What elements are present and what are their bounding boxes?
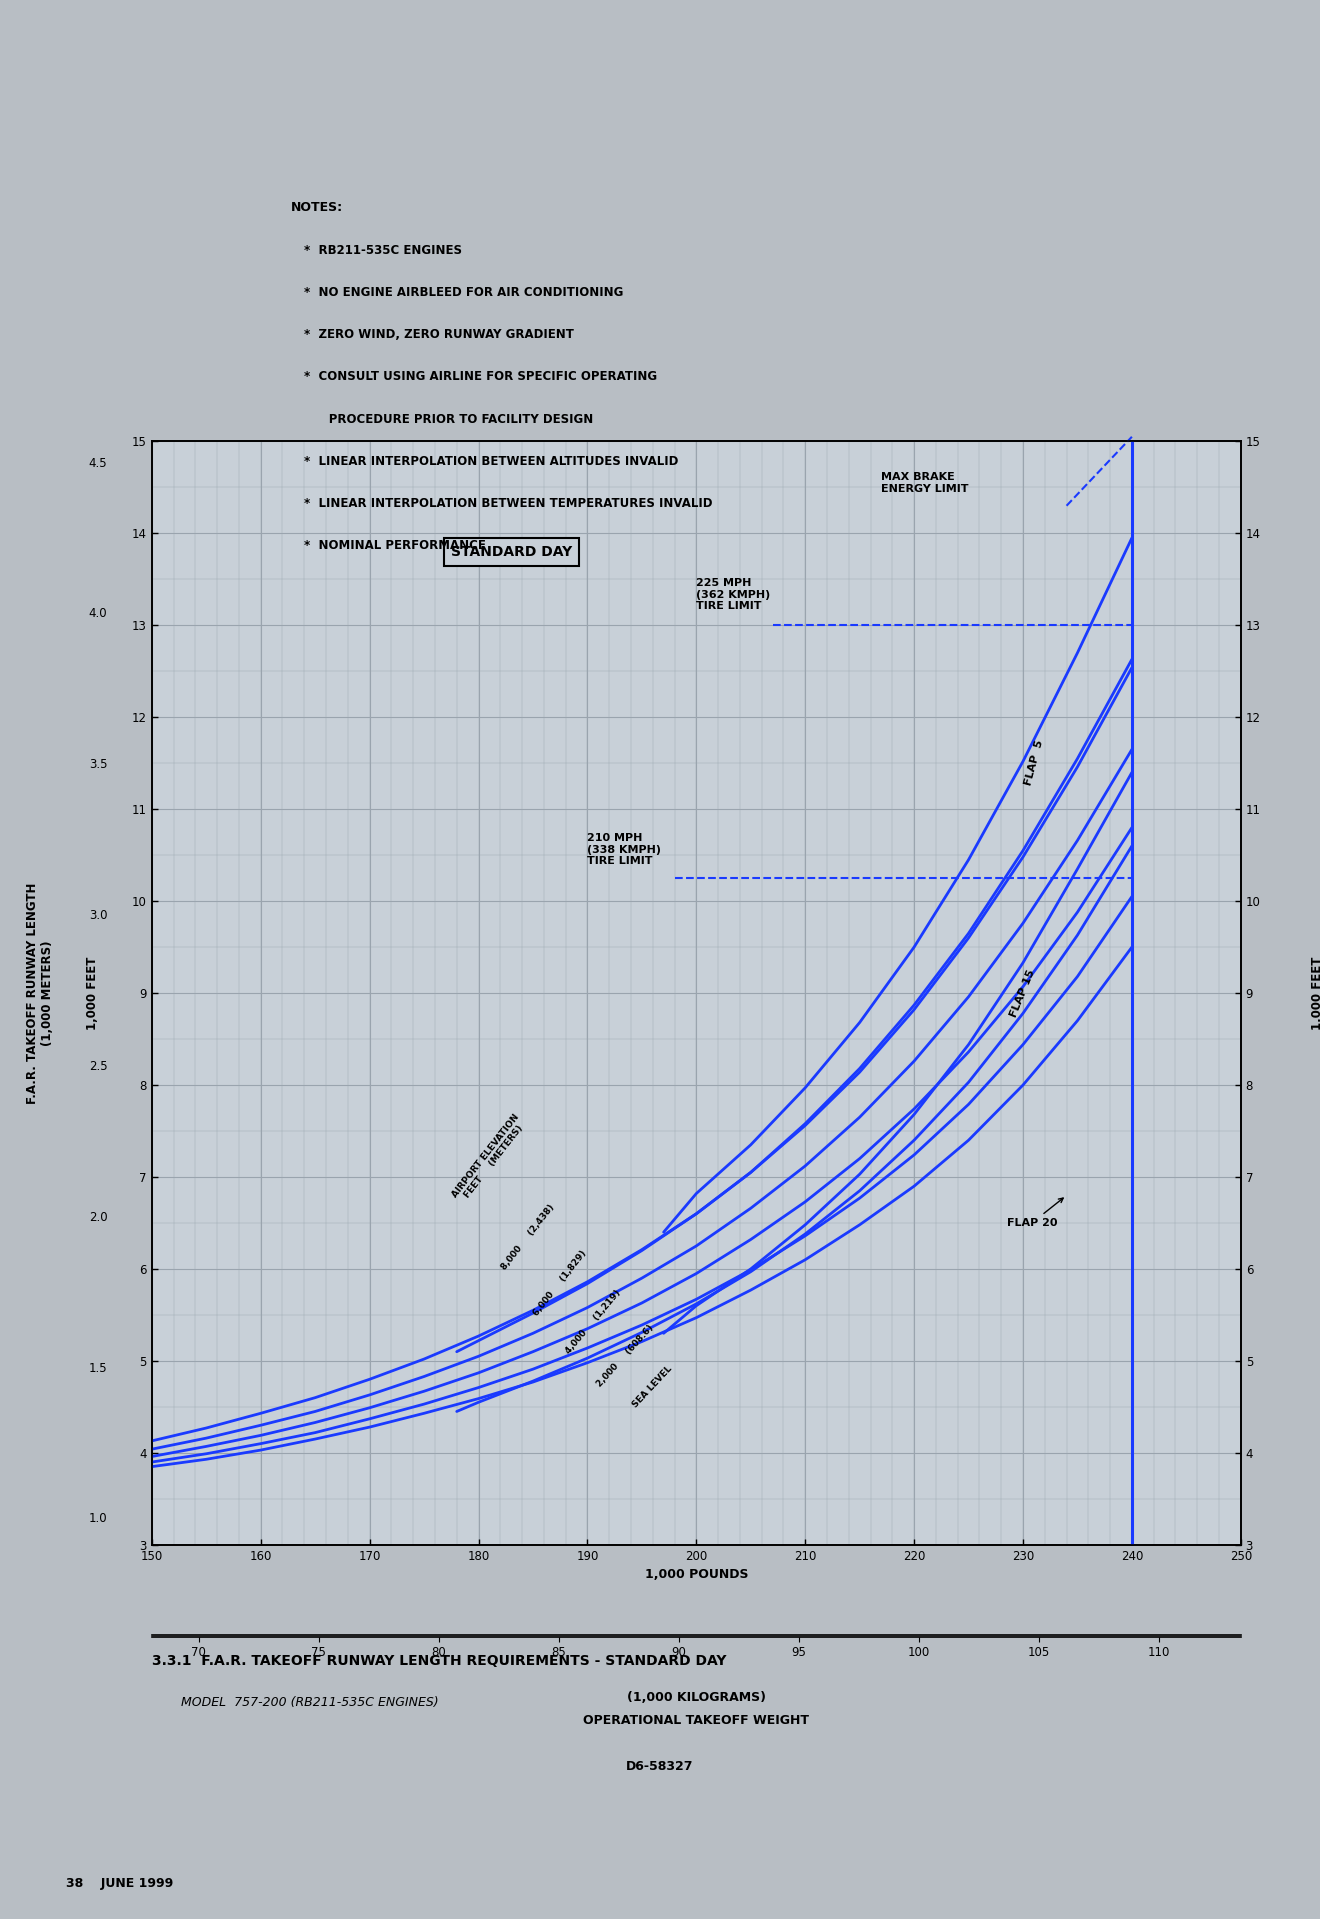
- Text: 3.0: 3.0: [88, 910, 107, 923]
- Text: 38    JUNE 1999: 38 JUNE 1999: [66, 1877, 173, 1890]
- Text: D6-58327: D6-58327: [626, 1760, 694, 1773]
- Text: 3.3.1  F.A.R. TAKEOFF RUNWAY LENGTH REQUIREMENTS - STANDARD DAY: 3.3.1 F.A.R. TAKEOFF RUNWAY LENGTH REQUI…: [152, 1654, 726, 1668]
- Text: FLAP  5: FLAP 5: [1023, 739, 1044, 787]
- Text: *  RB211-535C ENGINES: * RB211-535C ENGINES: [304, 244, 462, 257]
- Text: AIRPORT ELEVATION
FEET     (METERS): AIRPORT ELEVATION FEET (METERS): [450, 1111, 529, 1205]
- X-axis label: 1,000 POUNDS: 1,000 POUNDS: [644, 1568, 748, 1581]
- Text: 4,000     (1,219): 4,000 (1,219): [564, 1288, 622, 1357]
- Text: 3.5: 3.5: [88, 758, 107, 771]
- Text: 1,000 FEET: 1,000 FEET: [1311, 956, 1320, 1031]
- Text: 225 MPH
(362 KMPH)
TIRE LIMIT: 225 MPH (362 KMPH) TIRE LIMIT: [697, 578, 771, 612]
- Text: FLAP 15: FLAP 15: [1008, 967, 1038, 1019]
- Text: 8,000     (2,438): 8,000 (2,438): [499, 1203, 556, 1270]
- Text: FLAP 20: FLAP 20: [1007, 1197, 1063, 1228]
- Text: 1,000 FEET: 1,000 FEET: [86, 956, 99, 1031]
- Text: 1.5: 1.5: [88, 1362, 107, 1374]
- Text: PROCEDURE PRIOR TO FACILITY DESIGN: PROCEDURE PRIOR TO FACILITY DESIGN: [304, 413, 593, 426]
- Text: F.A.R. TAKEOFF RUNWAY LENGTH
(1,000 METERS): F.A.R. TAKEOFF RUNWAY LENGTH (1,000 METE…: [25, 883, 54, 1103]
- Text: *  NO ENGINE AIRBLEED FOR AIR CONDITIONING: * NO ENGINE AIRBLEED FOR AIR CONDITIONIN…: [304, 286, 623, 299]
- Text: 4.0: 4.0: [88, 608, 107, 620]
- Text: *  NOMINAL PERFORMANCE: * NOMINAL PERFORMANCE: [304, 539, 486, 553]
- Text: 2.5: 2.5: [88, 1059, 107, 1073]
- Text: *  CONSULT USING AIRLINE FOR SPECIFIC OPERATING: * CONSULT USING AIRLINE FOR SPECIFIC OPE…: [304, 370, 657, 384]
- Text: MODEL  757-200 (RB211-535C ENGINES): MODEL 757-200 (RB211-535C ENGINES): [181, 1696, 438, 1710]
- Text: 210 MPH
(338 KMPH)
TIRE LIMIT: 210 MPH (338 KMPH) TIRE LIMIT: [587, 833, 661, 865]
- Text: *  LINEAR INTERPOLATION BETWEEN ALTITUDES INVALID: * LINEAR INTERPOLATION BETWEEN ALTITUDES…: [304, 455, 678, 468]
- Text: SEA LEVEL: SEA LEVEL: [631, 1364, 675, 1409]
- Text: 6,000     (1,829): 6,000 (1,829): [532, 1247, 589, 1316]
- Text: (1,000 KILOGRAMS): (1,000 KILOGRAMS): [627, 1691, 766, 1704]
- Text: *  ZERO WIND, ZERO RUNWAY GRADIENT: * ZERO WIND, ZERO RUNWAY GRADIENT: [304, 328, 573, 342]
- Text: 2.0: 2.0: [88, 1211, 107, 1224]
- Text: MAX BRAKE
ENERGY LIMIT: MAX BRAKE ENERGY LIMIT: [882, 472, 969, 493]
- Text: 4.5: 4.5: [88, 457, 107, 470]
- Text: NOTES:: NOTES:: [290, 201, 342, 215]
- Text: 1.0: 1.0: [88, 1512, 107, 1526]
- Text: STANDARD DAY: STANDARD DAY: [450, 545, 572, 558]
- Text: OPERATIONAL TAKEOFF WEIGHT: OPERATIONAL TAKEOFF WEIGHT: [583, 1714, 809, 1727]
- Text: *  LINEAR INTERPOLATION BETWEEN TEMPERATURES INVALID: * LINEAR INTERPOLATION BETWEEN TEMPERATU…: [304, 497, 711, 510]
- Text: 2,000     (608.6): 2,000 (608.6): [595, 1324, 656, 1389]
